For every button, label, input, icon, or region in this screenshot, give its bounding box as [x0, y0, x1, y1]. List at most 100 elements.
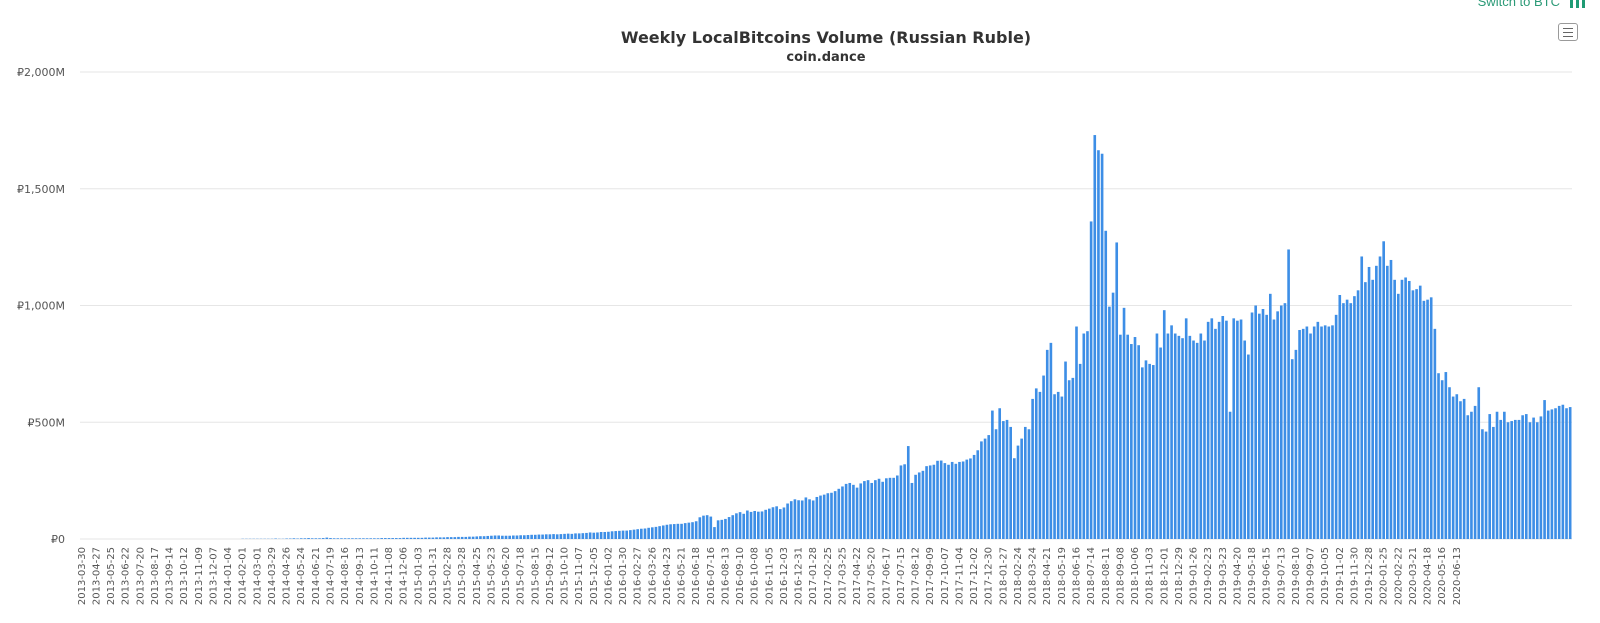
- bar[interactable]: [413, 537, 416, 539]
- bar[interactable]: [1060, 396, 1064, 539]
- bar[interactable]: [1532, 417, 1535, 539]
- bar[interactable]: [380, 538, 383, 539]
- bar[interactable]: [427, 537, 431, 539]
- bar[interactable]: [1554, 408, 1557, 539]
- bar[interactable]: [1276, 311, 1279, 539]
- bar[interactable]: [1023, 426, 1027, 539]
- bar[interactable]: [888, 477, 892, 539]
- bar[interactable]: [621, 530, 625, 539]
- bar[interactable]: [1557, 405, 1561, 539]
- bar[interactable]: [844, 483, 848, 539]
- bar-chart-icon[interactable]: [1570, 0, 1586, 8]
- bar[interactable]: [1195, 342, 1199, 539]
- bar[interactable]: [1049, 342, 1053, 539]
- bar[interactable]: [1287, 249, 1290, 539]
- bar[interactable]: [1236, 320, 1239, 539]
- bar[interactable]: [340, 538, 343, 539]
- bar[interactable]: [980, 441, 983, 539]
- bar[interactable]: [1389, 259, 1393, 539]
- bar[interactable]: [1093, 135, 1097, 540]
- bar[interactable]: [1067, 380, 1071, 539]
- bar[interactable]: [471, 536, 475, 539]
- bar[interactable]: [822, 494, 826, 539]
- bar[interactable]: [585, 532, 588, 539]
- bar[interactable]: [768, 508, 771, 539]
- bar[interactable]: [1181, 338, 1184, 539]
- bar[interactable]: [965, 459, 969, 539]
- bar[interactable]: [464, 536, 468, 539]
- bar[interactable]: [1393, 279, 1396, 539]
- bar[interactable]: [1159, 347, 1162, 539]
- bar[interactable]: [610, 531, 614, 539]
- bar[interactable]: [1225, 320, 1228, 539]
- bar[interactable]: [1130, 344, 1133, 539]
- bar[interactable]: [1312, 326, 1316, 539]
- bar[interactable]: [899, 465, 903, 539]
- bar[interactable]: [493, 535, 497, 540]
- bar[interactable]: [1338, 294, 1342, 539]
- bar[interactable]: [1415, 289, 1418, 539]
- bar[interactable]: [1367, 266, 1371, 539]
- bar[interactable]: [826, 493, 830, 539]
- bar[interactable]: [1148, 363, 1151, 540]
- bar[interactable]: [881, 481, 884, 539]
- bar[interactable]: [552, 534, 555, 539]
- bar[interactable]: [863, 481, 866, 539]
- bar[interactable]: [482, 536, 486, 539]
- bar[interactable]: [1492, 426, 1495, 539]
- bar[interactable]: [757, 511, 760, 539]
- bar[interactable]: [650, 527, 654, 539]
- bar[interactable]: [1550, 409, 1554, 539]
- bar[interactable]: [533, 534, 537, 539]
- bar[interactable]: [1177, 335, 1181, 539]
- bar[interactable]: [950, 461, 954, 539]
- bar[interactable]: [449, 537, 453, 539]
- bar[interactable]: [1418, 285, 1422, 539]
- bar[interactable]: [702, 515, 705, 539]
- bar[interactable]: [665, 524, 669, 539]
- bar[interactable]: [1016, 445, 1020, 539]
- bar[interactable]: [1265, 314, 1268, 539]
- bar[interactable]: [519, 535, 522, 539]
- switch-to-btc-link[interactable]: Switch to BTC: [1477, 0, 1560, 9]
- bar[interactable]: [1404, 277, 1407, 539]
- bar[interactable]: [658, 526, 661, 539]
- chart-menu-button[interactable]: [1558, 23, 1578, 41]
- bar[interactable]: [1459, 401, 1462, 539]
- bar[interactable]: [961, 461, 965, 539]
- bar[interactable]: [1221, 316, 1225, 539]
- bar[interactable]: [559, 534, 563, 539]
- bar[interactable]: [643, 528, 647, 539]
- bar[interactable]: [917, 472, 921, 539]
- bar[interactable]: [563, 533, 566, 539]
- bar[interactable]: [1437, 373, 1440, 539]
- bar[interactable]: [1364, 282, 1367, 539]
- bar[interactable]: [508, 535, 511, 539]
- bar[interactable]: [713, 527, 716, 539]
- bar[interactable]: [376, 538, 380, 539]
- bar[interactable]: [947, 464, 950, 539]
- bar[interactable]: [1422, 300, 1426, 539]
- bar[interactable]: [954, 463, 958, 539]
- bar[interactable]: [1316, 321, 1320, 539]
- bar[interactable]: [870, 482, 874, 539]
- bar[interactable]: [522, 535, 526, 539]
- bar[interactable]: [384, 538, 387, 539]
- bar[interactable]: [1184, 318, 1188, 539]
- bar[interactable]: [530, 534, 533, 539]
- bar[interactable]: [1495, 411, 1499, 539]
- bar[interactable]: [442, 537, 446, 539]
- bar[interactable]: [310, 538, 314, 539]
- bar[interactable]: [1009, 426, 1012, 539]
- bar[interactable]: [1334, 314, 1338, 539]
- bar[interactable]: [1097, 150, 1100, 539]
- bar[interactable]: [1250, 312, 1254, 540]
- bar[interactable]: [321, 538, 325, 539]
- bar[interactable]: [1521, 415, 1524, 539]
- bar[interactable]: [347, 538, 351, 539]
- bar[interactable]: [661, 525, 665, 539]
- bar[interactable]: [771, 507, 775, 539]
- bar[interactable]: [640, 528, 643, 539]
- bar[interactable]: [395, 538, 398, 539]
- bar[interactable]: [672, 524, 676, 539]
